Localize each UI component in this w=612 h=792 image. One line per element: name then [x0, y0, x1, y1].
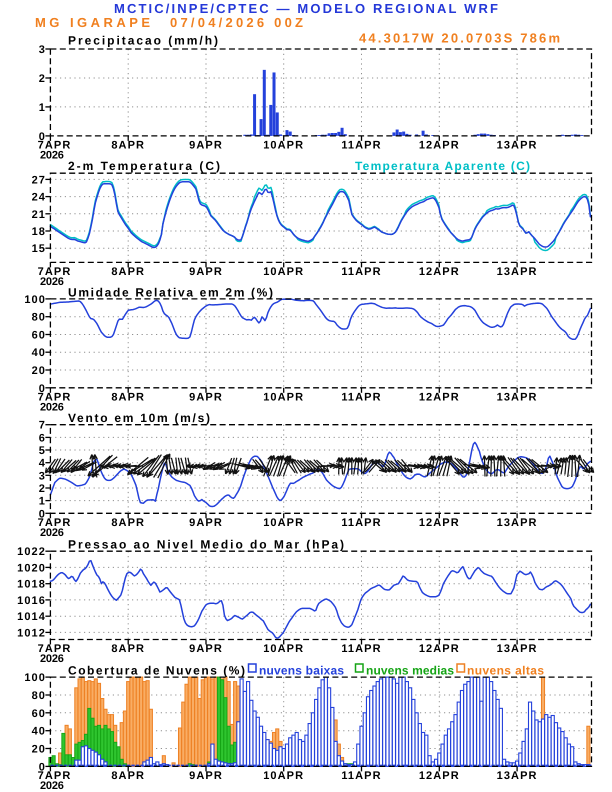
- svg-text:12APR: 12APR: [419, 139, 460, 151]
- svg-text:10APR: 10APR: [263, 770, 304, 782]
- svg-text:9APR: 9APR: [189, 391, 223, 403]
- svg-text:4: 4: [39, 458, 46, 470]
- svg-text:nuvens altas: nuvens altas: [467, 664, 544, 678]
- svg-text:Pressao ao Nivel Medio do Mar: Pressao ao Nivel Medio do Mar (hPa): [68, 538, 344, 552]
- svg-text:1014: 1014: [17, 611, 46, 623]
- svg-text:2026: 2026: [40, 149, 65, 161]
- svg-text:13APR: 13APR: [497, 391, 538, 403]
- svg-text:0: 0: [39, 131, 46, 143]
- svg-text:7APR: 7APR: [38, 139, 72, 151]
- svg-text:13APR: 13APR: [497, 643, 538, 655]
- svg-text:80: 80: [32, 312, 46, 324]
- svg-text:nuvens baixas: nuvens baixas: [259, 664, 344, 678]
- svg-text:8APR: 8APR: [111, 139, 145, 151]
- svg-text:12APR: 12APR: [419, 643, 460, 655]
- svg-text:11APR: 11APR: [341, 770, 381, 782]
- svg-text:5: 5: [39, 445, 46, 457]
- svg-text:2026: 2026: [40, 653, 65, 665]
- svg-text:11APR: 11APR: [341, 266, 381, 278]
- svg-text:40: 40: [32, 726, 46, 738]
- svg-text:2026: 2026: [40, 780, 65, 792]
- svg-text:1: 1: [39, 102, 46, 114]
- svg-text:18: 18: [32, 226, 46, 238]
- svg-text:44.3017W 20.0703S 786m: 44.3017W 20.0703S 786m: [359, 31, 560, 46]
- svg-text:1018: 1018: [17, 579, 46, 591]
- svg-text:24: 24: [32, 192, 46, 204]
- svg-text:2026: 2026: [40, 276, 65, 288]
- svg-text:Precipitacao (mm/h): Precipitacao (mm/h): [68, 34, 218, 48]
- svg-text:2026: 2026: [40, 527, 65, 539]
- svg-text:8APR: 8APR: [111, 770, 145, 782]
- svg-text:12APR: 12APR: [419, 266, 460, 278]
- svg-text:7APR: 7APR: [38, 643, 72, 655]
- svg-text:2-m Temperatura (C): 2-m Temperatura (C): [68, 159, 220, 173]
- svg-text:11APR: 11APR: [341, 139, 381, 151]
- svg-text:80: 80: [32, 690, 46, 702]
- svg-text:2: 2: [39, 73, 46, 85]
- svg-text:7: 7: [39, 420, 46, 432]
- svg-text:MCTIC/INPE/CPTEC — MODELO REGI: MCTIC/INPE/CPTEC — MODELO REGIONAL WRF: [114, 1, 498, 16]
- svg-text:9APR: 9APR: [189, 770, 223, 782]
- svg-text:6: 6: [39, 432, 46, 444]
- svg-text:20: 20: [32, 744, 46, 756]
- svg-text:1012: 1012: [17, 627, 46, 639]
- svg-text:1: 1: [39, 496, 46, 508]
- svg-text:7APR: 7APR: [38, 266, 72, 278]
- svg-text:11APR: 11APR: [341, 517, 381, 529]
- svg-text:10APR: 10APR: [263, 266, 304, 278]
- svg-text:Temperatura Aparente (C): Temperatura Aparente (C): [355, 159, 530, 173]
- svg-text:21: 21: [32, 209, 46, 221]
- svg-text:11APR: 11APR: [341, 391, 381, 403]
- svg-text:3: 3: [39, 44, 46, 56]
- svg-text:13APR: 13APR: [497, 266, 538, 278]
- svg-text:9APR: 9APR: [189, 643, 223, 655]
- svg-text:40: 40: [32, 347, 46, 359]
- svg-text:10APR: 10APR: [263, 643, 304, 655]
- svg-text:10APR: 10APR: [263, 139, 304, 151]
- svg-text:7APR: 7APR: [38, 770, 72, 782]
- svg-text:1016: 1016: [17, 595, 46, 607]
- svg-text:Cobertura de Nuvens (%): Cobertura de Nuvens (%): [68, 664, 245, 678]
- svg-text:8APR: 8APR: [111, 391, 145, 403]
- svg-text:0: 0: [39, 508, 46, 520]
- svg-text:13APR: 13APR: [497, 517, 538, 529]
- svg-text:60: 60: [32, 330, 46, 342]
- svg-text:8APR: 8APR: [111, 517, 145, 529]
- svg-text:12APR: 12APR: [419, 517, 460, 529]
- svg-text:12APR: 12APR: [419, 770, 460, 782]
- svg-text:07/04/2026 00Z: 07/04/2026 00Z: [170, 15, 303, 30]
- svg-text:13APR: 13APR: [497, 139, 538, 151]
- svg-text:1022: 1022: [17, 546, 46, 558]
- svg-text:10APR: 10APR: [263, 517, 304, 529]
- svg-text:60: 60: [32, 708, 46, 720]
- svg-text:20: 20: [32, 365, 46, 377]
- svg-text:12APR: 12APR: [419, 391, 460, 403]
- svg-text:100: 100: [24, 294, 46, 306]
- svg-text:9APR: 9APR: [189, 517, 223, 529]
- svg-text:27: 27: [32, 174, 46, 186]
- svg-text:MG IGARAPE: MG IGARAPE: [35, 15, 150, 30]
- svg-text:2: 2: [39, 483, 46, 495]
- svg-text:8APR: 8APR: [111, 643, 145, 655]
- svg-text:0: 0: [39, 383, 46, 395]
- svg-text:11APR: 11APR: [341, 643, 381, 655]
- svg-text:10APR: 10APR: [263, 391, 304, 403]
- svg-text:nuvens medias: nuvens medias: [366, 664, 454, 678]
- svg-text:7APR: 7APR: [38, 517, 72, 529]
- svg-text:2026: 2026: [40, 401, 65, 413]
- svg-text:9APR: 9APR: [189, 266, 223, 278]
- svg-text:15: 15: [32, 243, 46, 255]
- svg-text:3: 3: [39, 470, 46, 482]
- svg-text:9APR: 9APR: [189, 139, 223, 151]
- svg-text:13APR: 13APR: [497, 770, 538, 782]
- svg-text:1020: 1020: [17, 562, 46, 574]
- svg-text:7APR: 7APR: [38, 391, 72, 403]
- svg-text:0: 0: [39, 761, 46, 773]
- svg-text:8APR: 8APR: [111, 266, 145, 278]
- svg-text:100: 100: [24, 672, 46, 684]
- svg-text:Umidade Relativa em 2m (%): Umidade Relativa em 2m (%): [68, 286, 273, 300]
